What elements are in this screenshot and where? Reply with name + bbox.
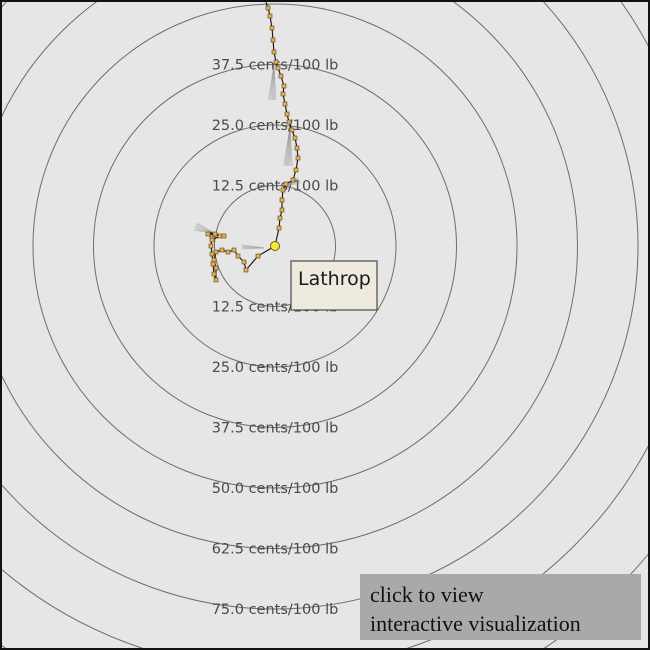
route-stop[interactable] <box>275 65 281 71</box>
route-stops[interactable] <box>205 5 301 283</box>
rate-ring <box>2 2 578 549</box>
route-stop[interactable] <box>235 253 241 259</box>
spoke-line <box>242 244 265 249</box>
route-stop[interactable] <box>255 253 261 259</box>
cta-line-1: click to view <box>370 582 484 607</box>
rate-ring <box>153 124 397 368</box>
route-stop[interactable] <box>208 243 214 249</box>
route-stop[interactable] <box>217 233 223 239</box>
route-stop[interactable] <box>293 167 299 173</box>
route-stop[interactable] <box>281 83 287 89</box>
ring-label-below: 62.5 cents/100 lb <box>212 542 339 558</box>
route-stop[interactable] <box>213 277 219 283</box>
ring-label-above: 37.5 cents/100 lb <box>212 58 339 74</box>
route-stop[interactable] <box>284 111 290 117</box>
route-stop[interactable] <box>212 231 218 237</box>
route-stop[interactable] <box>280 91 286 97</box>
route-paths <box>207 2 299 281</box>
route-stop[interactable] <box>279 197 285 203</box>
route-stop[interactable] <box>269 25 275 31</box>
spoke-marks <box>194 63 301 250</box>
route-stop[interactable] <box>210 261 216 267</box>
route-stop[interactable] <box>295 155 301 161</box>
route-stop[interactable] <box>225 249 231 255</box>
cta-line-2: interactive visualization <box>370 611 581 636</box>
route-stop[interactable] <box>286 119 292 125</box>
city-label: Lathrop <box>298 268 371 290</box>
spoke-line <box>283 125 291 166</box>
ring-label-above: 12.5 cents/100 lb <box>212 179 339 195</box>
route-stop[interactable] <box>276 225 282 231</box>
route-stop[interactable] <box>243 267 249 273</box>
route-stop[interactable] <box>267 13 273 19</box>
route-stop[interactable] <box>270 37 276 43</box>
city-label-box[interactable]: Lathrop <box>290 260 378 311</box>
route-stop[interactable] <box>213 249 219 255</box>
route-stop[interactable] <box>277 215 283 221</box>
route-stop[interactable] <box>209 237 215 243</box>
rate-ring-labels: 12.5 cents/100 lb 25.0 cents/100 lb 37.5 c… <box>212 58 339 619</box>
rate-ring <box>93 64 457 428</box>
ring-label-below: 25.0 cents/100 lb <box>212 360 339 376</box>
route-stop[interactable] <box>279 207 285 213</box>
route-stop[interactable] <box>209 251 215 257</box>
route-stop[interactable] <box>211 271 217 277</box>
route-stop[interactable] <box>282 101 288 107</box>
route-stop[interactable] <box>294 145 300 151</box>
route-stop[interactable] <box>283 181 289 187</box>
route-stop[interactable] <box>271 49 277 55</box>
rate-ring <box>2 2 639 610</box>
ring-label-below: 50.0 cents/100 lb <box>212 481 339 497</box>
rate-ring <box>32 3 518 489</box>
route-stop[interactable] <box>280 187 286 193</box>
rate-ring <box>214 185 336 307</box>
route-stop[interactable] <box>205 231 211 237</box>
route-stop[interactable] <box>290 177 296 183</box>
origin-marker[interactable] <box>270 241 280 251</box>
spoke-line <box>268 63 275 100</box>
route-stop[interactable] <box>292 135 298 141</box>
ring-label-below: 75.0 cents/100 lb <box>212 602 339 618</box>
route-stop[interactable] <box>211 257 217 263</box>
route-stop[interactable] <box>278 73 284 79</box>
view-interactive-button[interactable]: click to view interactive visualization <box>360 574 641 640</box>
route-stop[interactable] <box>219 247 225 253</box>
route-stop[interactable] <box>241 259 247 265</box>
route-stop[interactable] <box>289 127 295 133</box>
route-stop[interactable] <box>213 265 219 271</box>
route-line <box>207 233 276 281</box>
route-stop[interactable] <box>221 233 227 239</box>
route-stop[interactable] <box>231 247 237 253</box>
route-stop[interactable] <box>273 59 279 65</box>
route-stop[interactable] <box>265 5 271 11</box>
ring-label-above: 25.0 cents/100 lb <box>212 118 339 134</box>
ring-label-below: 37.5 cents/100 lb <box>212 421 339 437</box>
